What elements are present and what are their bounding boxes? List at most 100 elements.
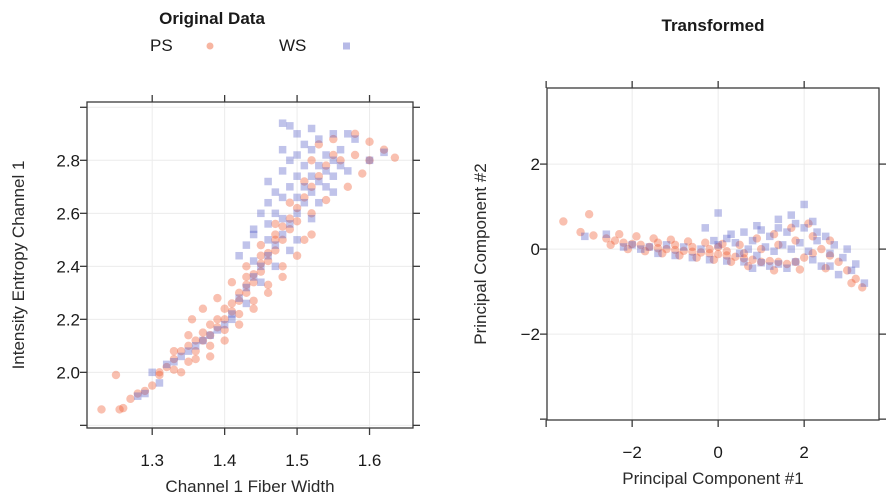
- data-point-ws: [300, 183, 309, 191]
- data-point-ws: [191, 342, 200, 350]
- data-point-ps: [632, 232, 641, 241]
- data-point-ws: [830, 241, 839, 249]
- data-point-ps: [133, 389, 142, 398]
- data-point-ps: [765, 256, 774, 266]
- y-tick-label: 0: [531, 240, 540, 259]
- data-point-ps: [184, 357, 193, 366]
- data-point-ws: [839, 253, 847, 262]
- data-point-ps: [589, 231, 598, 240]
- data-point-ps: [350, 129, 360, 139]
- data-point-ws: [278, 230, 287, 239]
- plot-frame: [86, 101, 414, 429]
- legend-item-ps: PS: [150, 36, 214, 55]
- data-point-ws: [688, 253, 697, 262]
- data-point-ps: [851, 274, 860, 284]
- data-point-ps: [649, 234, 658, 243]
- data-point-ws: [184, 347, 193, 355]
- data-point-ws: [787, 211, 796, 219]
- data-point-ws: [300, 161, 309, 170]
- data-point-ws: [162, 360, 171, 369]
- data-point-ps: [285, 198, 295, 207]
- data-point-ps: [808, 232, 817, 241]
- data-point-ws: [286, 220, 294, 228]
- data-point-ws: [322, 183, 330, 191]
- data-point-ws: [351, 135, 359, 143]
- data-points: [559, 200, 869, 292]
- data-point-ps: [307, 182, 316, 192]
- data-point-ps: [666, 235, 676, 244]
- data-point-ps: [242, 262, 251, 271]
- data-point-ps: [263, 248, 273, 258]
- data-point-ps: [249, 304, 258, 313]
- data-point-ps: [205, 331, 215, 340]
- data-point-ws: [271, 262, 280, 271]
- data-point-ps: [602, 234, 611, 243]
- data-point-ws: [293, 151, 301, 159]
- data-point-ps: [271, 235, 280, 245]
- y-tick-label: −2: [521, 325, 540, 344]
- data-point-ws: [293, 209, 301, 218]
- data-point-ps: [713, 250, 723, 259]
- data-point-ps: [645, 242, 654, 252]
- data-point-ps: [256, 251, 266, 260]
- data-point-ps: [321, 195, 331, 205]
- data-point-ps: [329, 134, 338, 144]
- data-point-ws: [791, 219, 800, 228]
- data-point-ps: [610, 236, 620, 245]
- data-point-ws: [148, 368, 156, 377]
- data-point-ws: [264, 198, 272, 207]
- data-point-ws: [235, 251, 243, 260]
- data-point-ws: [336, 161, 345, 170]
- data-point-ps: [285, 214, 295, 223]
- data-point-ws: [757, 258, 765, 267]
- data-point-ws: [300, 198, 309, 207]
- legend-label-ws: WS: [279, 36, 306, 55]
- data-point-ws: [671, 251, 679, 260]
- data-point-ws: [257, 278, 265, 286]
- data-point-ps: [263, 280, 273, 290]
- plot-frame: [546, 87, 880, 421]
- data-point-ws: [714, 241, 722, 249]
- data-point-ps: [799, 253, 809, 262]
- data-point-ws: [817, 262, 826, 270]
- data-point-ws: [257, 262, 265, 271]
- data-point-ws: [278, 214, 287, 223]
- data-point-ws: [336, 145, 345, 154]
- data-point-ps: [782, 259, 792, 269]
- data-point-ps: [249, 296, 258, 305]
- data-point-ws: [278, 145, 287, 154]
- data-point-ps: [278, 272, 287, 282]
- data-point-ps: [256, 267, 266, 276]
- data-point-ps: [787, 223, 796, 233]
- data-point-ps: [688, 247, 697, 256]
- data-point-ps: [696, 248, 706, 257]
- data-point-ps: [292, 203, 302, 213]
- data-point-ps: [825, 236, 835, 245]
- data-point-ws: [705, 255, 714, 264]
- data-point-ps: [263, 288, 273, 298]
- data-point-ws: [774, 224, 783, 232]
- data-point-ps: [774, 257, 783, 267]
- data-point-ps: [300, 193, 309, 202]
- data-point-ws: [628, 241, 636, 249]
- data-point-ps: [722, 251, 731, 260]
- data-point-ps: [748, 255, 757, 264]
- data-point-ws: [710, 236, 718, 245]
- data-point-ps: [227, 299, 237, 308]
- data-point-ws: [293, 236, 301, 244]
- data-point-ws: [315, 177, 323, 186]
- data-point-ps: [256, 259, 266, 268]
- data-point-ws: [796, 238, 804, 247]
- data-point-ws: [278, 193, 287, 202]
- data-point-ps: [670, 245, 680, 255]
- y-tick-label: 2.6: [56, 204, 80, 223]
- data-point-ps: [627, 239, 637, 249]
- data-point-ws: [800, 200, 808, 209]
- data-point-ws: [315, 198, 323, 207]
- data-point-ps: [744, 261, 753, 271]
- data-point-ps: [242, 280, 251, 290]
- data-point-ps: [658, 249, 667, 258]
- data-point-ws: [748, 236, 757, 245]
- data-point-ps: [176, 368, 186, 377]
- data-point-ps: [692, 253, 701, 262]
